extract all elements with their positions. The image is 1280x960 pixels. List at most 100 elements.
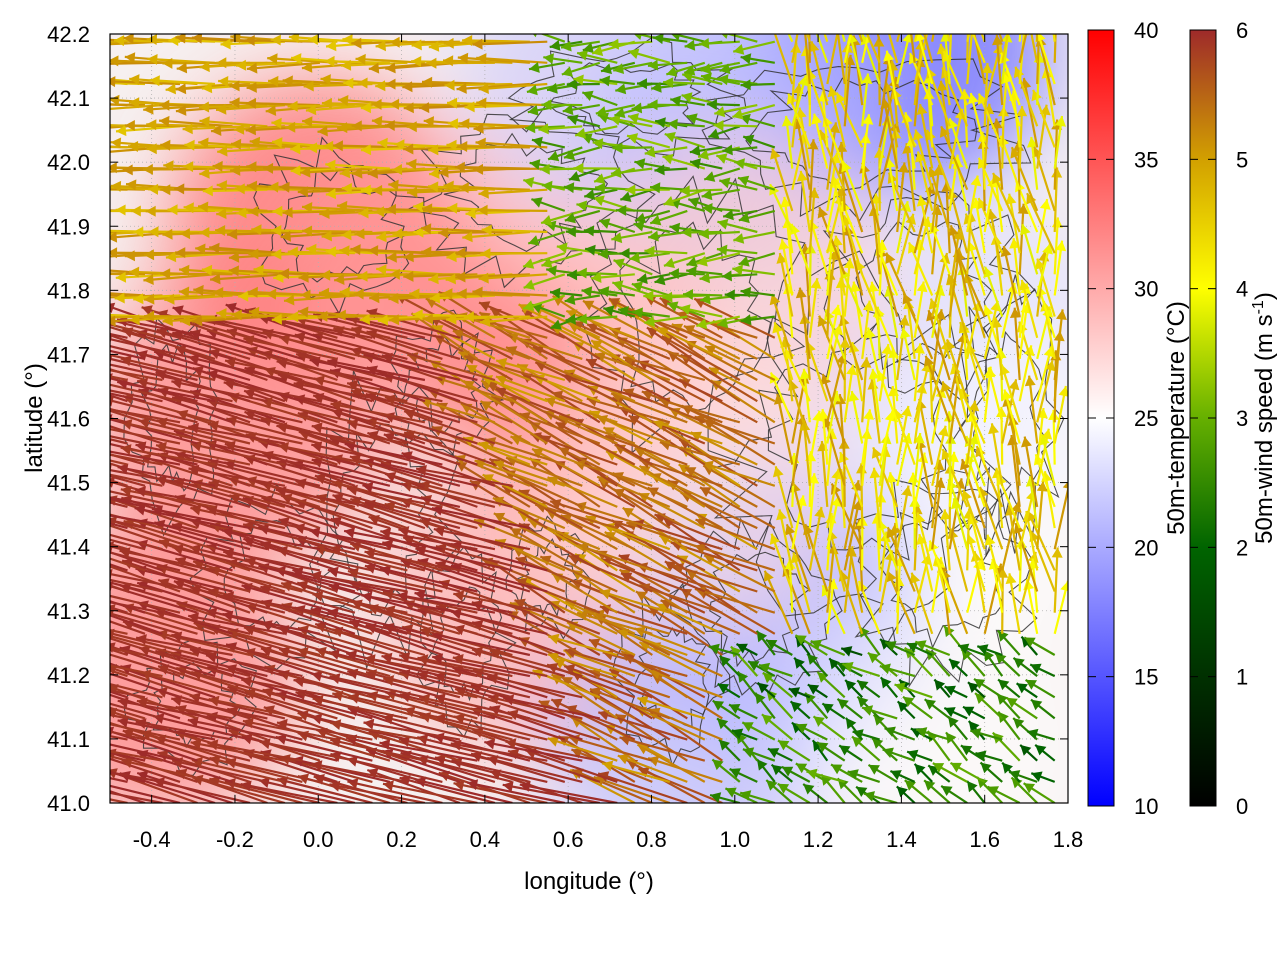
wind-vector-shaft — [154, 610, 251, 635]
wind-vector-head — [932, 763, 945, 773]
wind-vector-head — [548, 633, 560, 645]
wind-vector — [906, 749, 933, 762]
wind-vector-shaft — [589, 669, 671, 699]
wind-vector — [312, 695, 408, 720]
wind-vector-head — [863, 791, 875, 802]
wind-vector — [110, 635, 181, 657]
wind-vector-head — [915, 640, 927, 651]
wind-vector-head — [34, 536, 45, 546]
wind-vector-shaft — [878, 550, 894, 613]
wind-vector — [882, 747, 916, 762]
wind-vector — [1023, 636, 1056, 656]
wind-vector-head — [223, 591, 235, 603]
wind-vector-head — [207, 739, 219, 751]
wind-vector — [719, 654, 741, 677]
wind-vector — [967, 681, 986, 699]
wind-vector-head — [968, 682, 980, 693]
wind-vector-head — [588, 638, 601, 649]
wind-vector-head — [862, 705, 874, 716]
wind-vector-head — [884, 726, 896, 737]
wind-vector-head — [546, 509, 558, 520]
wind-vector-shaft — [110, 533, 163, 551]
wind-vector — [979, 761, 1003, 783]
wind-vector-head — [312, 590, 324, 602]
wind-vector-head — [997, 567, 1009, 578]
wind-vector — [896, 785, 916, 803]
wind-vector-head — [32, 717, 43, 728]
wind-vector-shaft — [276, 777, 373, 803]
wind-vector-head — [807, 684, 820, 695]
wind-vector-shaft — [330, 721, 426, 741]
wind-vector-head — [998, 679, 1010, 691]
wind-vector-head — [822, 703, 834, 714]
wind-vector — [886, 526, 916, 592]
wind-vector-shaft — [110, 750, 163, 762]
wind-vector — [110, 653, 111, 655]
wind-vector-shaft — [804, 523, 829, 592]
wind-vector — [664, 560, 741, 614]
wind-vector-shaft — [568, 736, 653, 762]
wind-vector-shaft — [435, 715, 531, 741]
wind-vector-head — [554, 659, 566, 669]
wind-vector-shaft — [110, 689, 146, 699]
wind-vector-head — [51, 580, 62, 591]
wind-vector-head — [934, 679, 946, 691]
wind-vector-shaft — [276, 692, 373, 720]
wind-vector-shaft — [593, 611, 671, 635]
wind-vector — [110, 620, 146, 635]
wind-vector-head — [17, 670, 28, 681]
wind-vector — [417, 654, 513, 678]
wind-vector-shaft — [547, 653, 618, 678]
wind-vector-shaft — [346, 757, 443, 783]
wind-vector-head — [740, 790, 752, 801]
wind-vector-shaft — [122, 729, 216, 762]
wind-vector-head — [924, 780, 936, 791]
wind-vector-head — [1020, 744, 1032, 756]
wind-vector — [742, 747, 776, 762]
wind-vector-shaft — [110, 666, 198, 699]
wind-vector-head — [44, 312, 54, 323]
wind-vector — [110, 524, 181, 551]
wind-vector-head — [758, 662, 771, 674]
wind-vector-shaft — [330, 738, 426, 762]
wind-vector — [242, 717, 338, 741]
wind-vector-shaft — [190, 741, 286, 762]
wind-vector — [110, 557, 146, 572]
wind-vector-head — [717, 683, 730, 694]
wind-vector-head — [984, 534, 996, 546]
wind-vector — [793, 656, 811, 677]
wind-vector-shaft — [241, 678, 338, 699]
wind-vector-shaft — [660, 599, 741, 635]
wind-vector-shaft — [366, 768, 461, 803]
wind-vector-head — [516, 578, 528, 589]
wind-vector-head — [868, 764, 880, 775]
wind-vector-shaft — [414, 778, 513, 803]
wind-vector — [932, 762, 968, 783]
wind-vector-shaft — [244, 649, 338, 678]
wind-vector — [867, 763, 898, 783]
wind-vector-shaft — [110, 647, 146, 657]
wind-vector-shaft — [525, 749, 618, 783]
wind-vector-shaft — [207, 741, 303, 762]
wind-vector-head — [598, 710, 610, 721]
wind-vector-head — [617, 754, 630, 765]
wind-vector — [948, 658, 968, 677]
wind-vector-head — [967, 781, 978, 793]
wind-vector-shaft — [293, 678, 391, 699]
terrain-contour — [709, 551, 810, 668]
wind-vector — [852, 729, 881, 741]
wind-vector-shaft — [121, 759, 216, 783]
wind-vector-shaft — [382, 677, 478, 699]
wind-vector-head — [1026, 510, 1037, 523]
wind-vector-head — [314, 544, 326, 556]
wind-vector-head — [975, 750, 987, 762]
wind-vector-shaft — [242, 523, 338, 551]
wind-vector-shaft — [136, 581, 233, 614]
wind-vector — [765, 638, 793, 656]
wind-vector-shaft — [365, 748, 461, 783]
wind-vector-head — [15, 645, 26, 656]
wind-vector-head — [795, 635, 807, 646]
wind-vector — [396, 591, 496, 614]
wind-vector — [914, 640, 951, 657]
wind-vector-shaft — [117, 699, 216, 720]
